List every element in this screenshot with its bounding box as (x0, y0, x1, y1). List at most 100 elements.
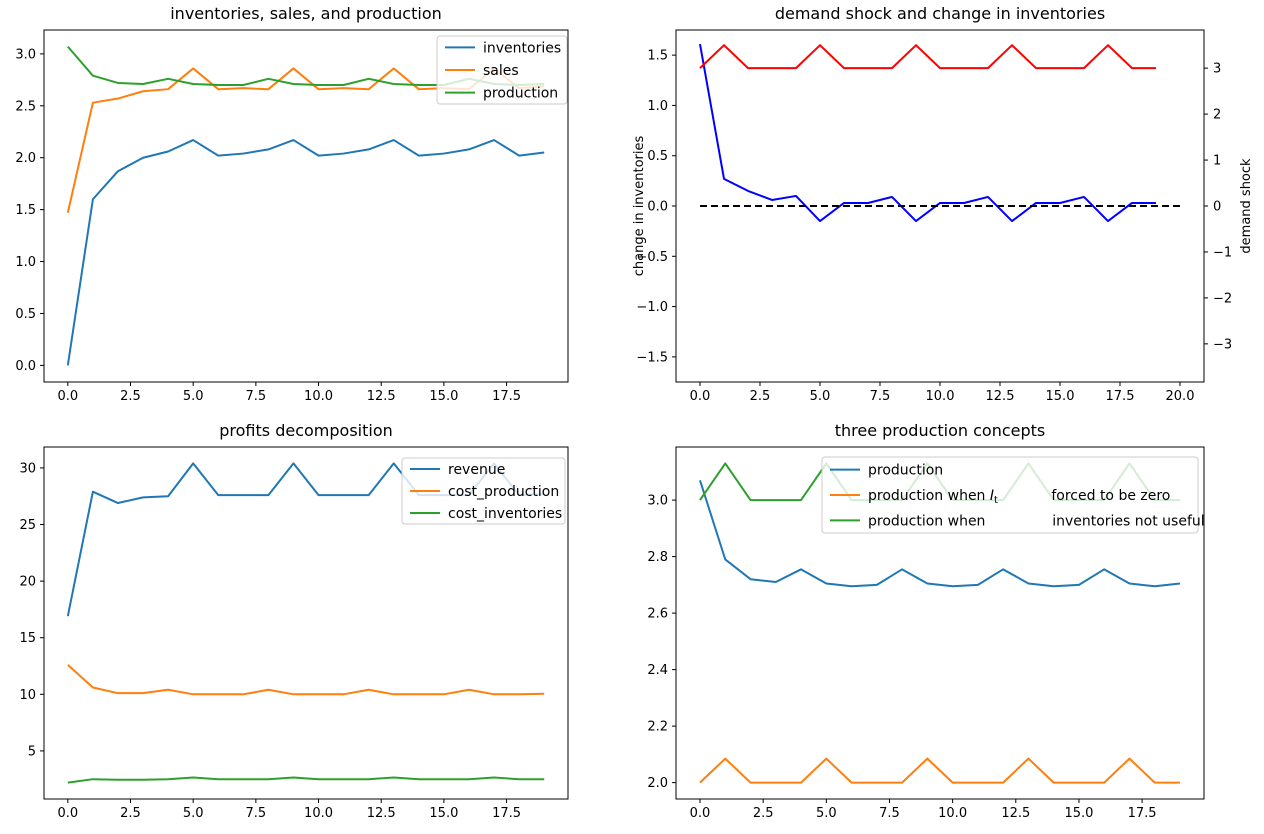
legend-box (401, 457, 566, 525)
x-axis: 0.0 2.5 5.0 7.5 10.0 12.5 15.0 17.5 (690, 799, 1157, 821)
y-tick-label: 25 (19, 518, 36, 533)
y-tick-label: 10 (19, 688, 36, 703)
x-tick-label: 17.5 (1106, 389, 1135, 404)
legend-entry: production when It forced to be zero (830, 488, 1170, 506)
y-tick-label: 3.0 (15, 47, 36, 62)
legend-label: sales (483, 63, 519, 79)
x-tick-label: 12.5 (986, 389, 1015, 404)
x-tick-label: 2.5 (120, 806, 141, 821)
series-line-change-in-inventories (699, 43, 1156, 223)
legend: revenue cost_production cost_inventories (401, 457, 566, 525)
legend-label: cost_production (448, 484, 559, 500)
y-axis-label-left: change in inventories (632, 136, 647, 277)
y-tick-label: −1.0 (636, 300, 668, 315)
y-tick-label: −0.5 (636, 250, 668, 265)
chart-three-production-concepts: 0.0 2.5 5.0 7.5 10.0 12.5 15.0 17.5 2.0 2.2 2.4 2.6… (647, 421, 1205, 821)
y-axis-left: 2.0 2.2 2.4 2.6 2.8 3.0 (647, 494, 676, 791)
x-tick-label: 12.5 (1001, 806, 1030, 821)
y-tick-label: 1.0 (647, 99, 668, 114)
x-tick-label: 2.5 (750, 389, 771, 404)
x-tick-label: 15.0 (1046, 389, 1075, 404)
y-tick-label: 5 (28, 744, 36, 759)
legend-entry: production when inventories not useful (830, 513, 1205, 529)
x-tick-label: 15.0 (429, 389, 458, 404)
series-line-production (699, 480, 1181, 588)
y-tick-label: 2.4 (647, 663, 668, 678)
subplot-three-production-concepts: 0.0 2.5 5.0 7.5 10.0 12.5 15.0 17.5 2.0 2.2 2.4 2.6… (632, 417, 1264, 834)
series-line-production-when-it-forced-to-be-zero (699, 757, 1180, 784)
chart-demand-shock-change-in-inventories: 0.0 2.5 5.0 7.5 10.0 12.5 15.0 17.5 20.0 1.5 1.0 0.… (632, 4, 1254, 404)
x-tick-label: 5.0 (183, 389, 204, 404)
y-tick-label: 2.0 (15, 151, 36, 166)
x-axis: 0.0 2.5 5.0 7.5 10.0 12.5 15.0 17.5 (57, 382, 521, 404)
legend: inventories sales production (436, 35, 568, 105)
x-tick-label: 12.5 (367, 389, 396, 404)
chart-title: profits decomposition (219, 421, 393, 440)
y-axis-left: 0.0 0.5 1.0 1.5 2.0 2.5 3.0 (15, 47, 44, 374)
y-tick-label: 20 (19, 575, 36, 590)
y-tick-label: 0 (1213, 200, 1221, 215)
y-axis-label-right: demand shock (1239, 158, 1254, 254)
x-tick-label: 17.5 (492, 806, 521, 821)
y-tick-label: 0.5 (647, 149, 668, 164)
legend-entry: revenue (410, 462, 505, 478)
legend-label: production (868, 463, 943, 479)
y-tick-label: 0.0 (647, 200, 668, 215)
chart-inventories-sales-production: 0.0 2.5 5.0 7.5 10.0 12.5 15.0 17.5 0.0 0.5 1.0 1.5… (15, 4, 569, 404)
series-line-inventories (66, 139, 545, 366)
chart-title: demand shock and change in inventories (775, 4, 1105, 23)
x-tick-label: 10.0 (926, 389, 955, 404)
legend-entry: inventories (445, 40, 561, 56)
y-tick-label: 2.6 (647, 607, 668, 622)
x-tick-label: 0.0 (57, 806, 78, 821)
y-tick-label: −2 (1213, 291, 1232, 306)
y-tick-label: 1.0 (15, 255, 36, 270)
y-tick-label: 2.5 (15, 99, 36, 114)
axes-spines (675, 446, 1205, 800)
subplot-inventories-sales-production: 0.0 2.5 5.0 7.5 10.0 12.5 15.0 17.5 0.0 0.5 1.0 1.5… (0, 0, 632, 417)
y-axis-right: 3 2 1 0 −1 −2 −3 (1204, 62, 1232, 352)
x-tick-label: 10.0 (304, 389, 333, 404)
chart-title: inventories, sales, and production (170, 4, 442, 23)
x-axis: 0.0 2.5 5.0 7.5 10.0 12.5 15.0 17.5 (57, 799, 521, 821)
legend: production production when It forced to b… (821, 456, 1205, 534)
legend-label: production when It forced to be zero (868, 488, 1170, 506)
x-tick-label: 0.0 (57, 389, 78, 404)
x-tick-label: 5.0 (816, 806, 837, 821)
chart-profits-decomposition: 0.0 2.5 5.0 7.5 10.0 12.5 15.0 17.5 5 10 15 20 25 30 p… (19, 421, 569, 821)
x-tick-label: 17.5 (1128, 806, 1157, 821)
axes-spines (43, 446, 569, 800)
x-tick-label: 17.5 (492, 389, 521, 404)
x-tick-label: 20.0 (1166, 389, 1195, 404)
x-tick-label: 7.5 (879, 806, 900, 821)
y-tick-label: 1.5 (15, 203, 36, 218)
x-tick-label: 15.0 (1064, 806, 1093, 821)
x-tick-label: 7.5 (870, 389, 891, 404)
y-tick-label: 1.5 (647, 49, 668, 64)
y-tick-label: 3.0 (647, 494, 668, 509)
y-tick-label: 1 (1213, 154, 1221, 169)
x-tick-label: 10.0 (938, 806, 967, 821)
x-tick-label: 7.5 (246, 806, 267, 821)
x-tick-label: 5.0 (183, 806, 204, 821)
y-tick-label: 0.5 (15, 307, 36, 322)
legend-label: inventories (483, 40, 561, 56)
legend-label: production (483, 86, 558, 102)
legend-entry: production (445, 86, 558, 102)
x-tick-label: 2.5 (753, 806, 774, 821)
x-tick-label: 15.0 (429, 806, 458, 821)
legend-entry: production (830, 463, 943, 479)
x-tick-label: 2.5 (120, 389, 141, 404)
y-tick-label: 30 (19, 461, 36, 476)
legend-entry: cost_production (410, 484, 559, 500)
y-tick-label: −1.5 (636, 350, 668, 365)
y-axis-left: 5 10 15 20 25 30 (19, 461, 44, 759)
legend-entry: sales (445, 63, 519, 79)
y-tick-label: −1 (1213, 245, 1232, 260)
legend-entry: cost_inventories (410, 506, 562, 522)
legend-box (821, 456, 1199, 534)
subplot-demand-shock-change-in-inventories: 0.0 2.5 5.0 7.5 10.0 12.5 15.0 17.5 20.0 1.5 1.0 0.… (632, 0, 1264, 417)
series-line-cost-production (67, 664, 545, 696)
x-tick-label: 5.0 (810, 389, 831, 404)
y-tick-label: 2.8 (647, 550, 668, 565)
